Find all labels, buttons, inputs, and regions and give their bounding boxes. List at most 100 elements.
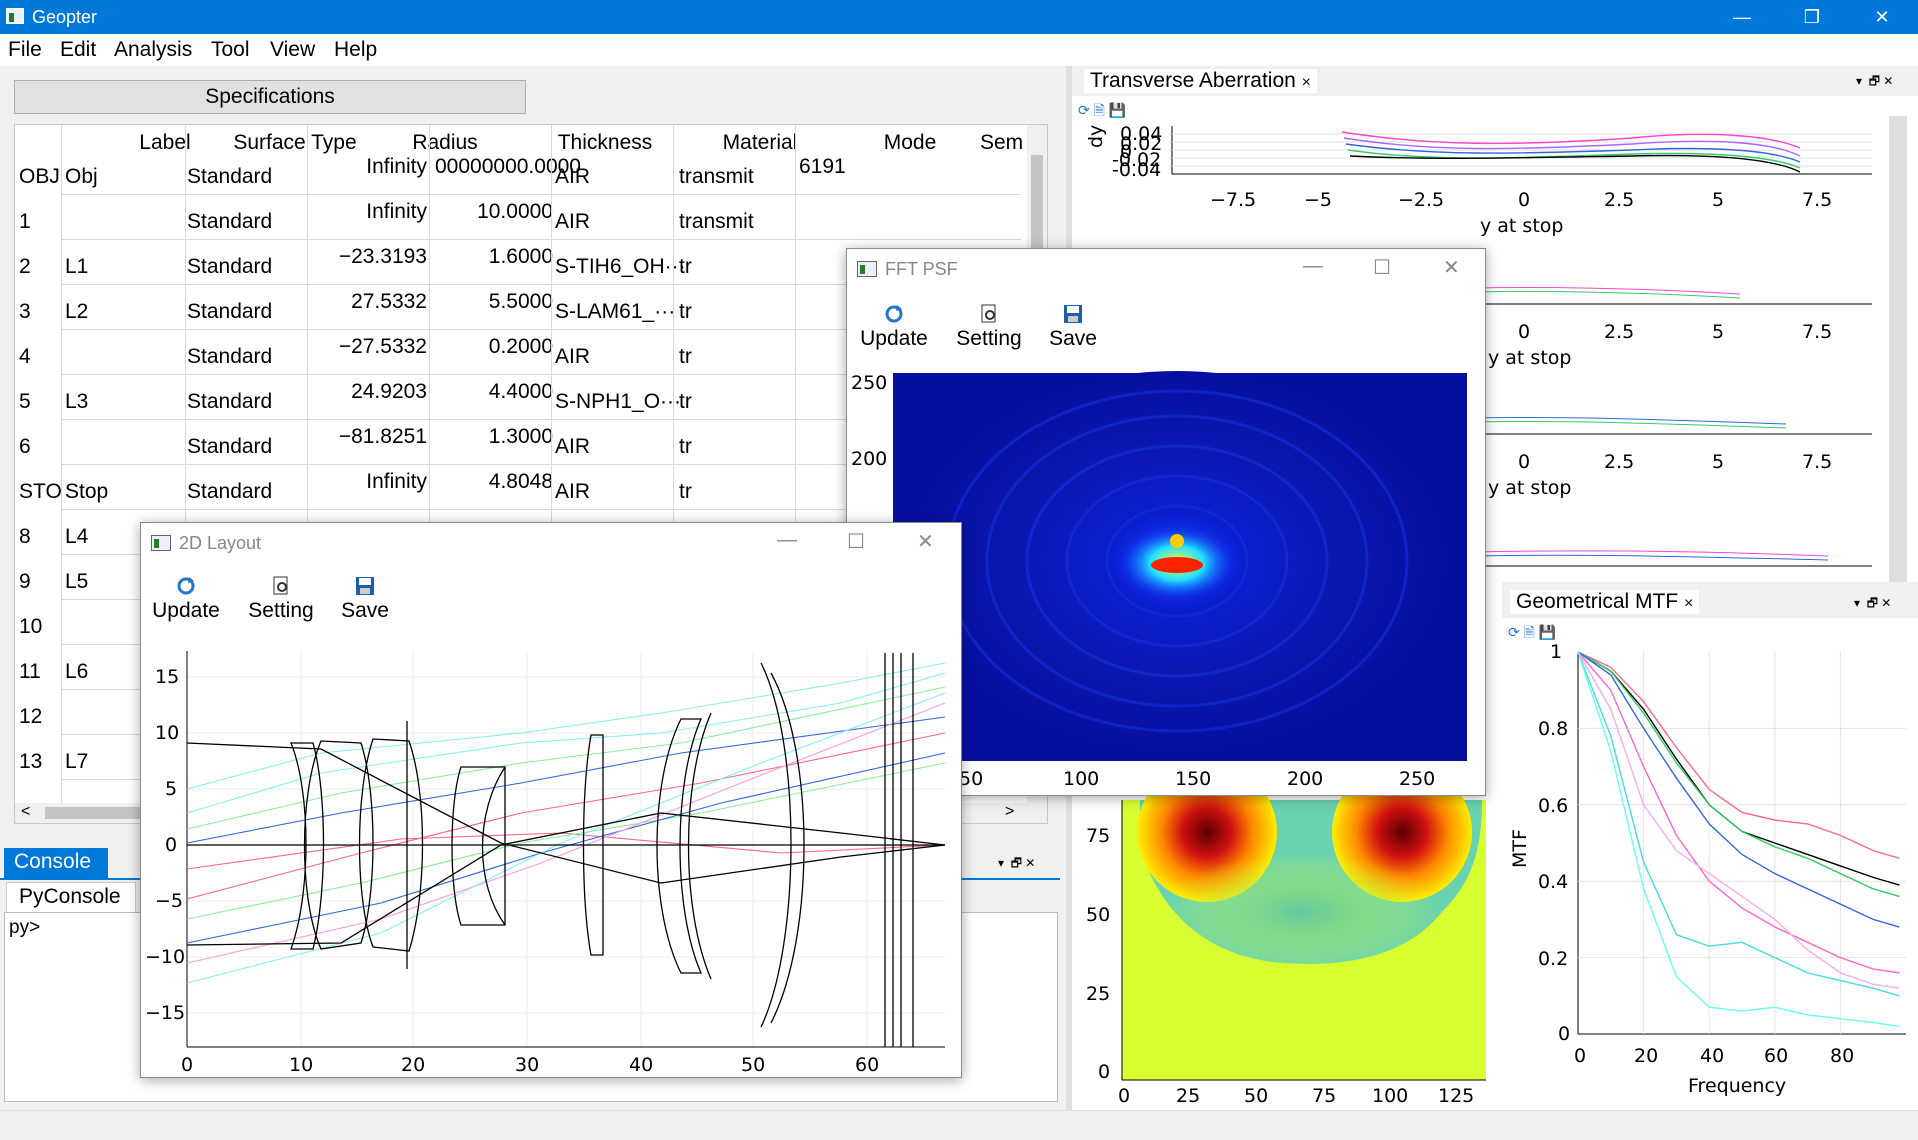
console-tab[interactable]: Console xyxy=(4,848,108,878)
cell-mode[interactable]: transmit xyxy=(679,165,754,188)
cell-type[interactable]: Standard xyxy=(187,480,273,503)
cell-material[interactable]: AIR xyxy=(555,480,591,503)
mtf-tab[interactable]: Geometrical MTF × xyxy=(1510,590,1700,614)
cell-material[interactable]: AIR xyxy=(555,345,591,368)
cell-thickness[interactable]: 1.6000 xyxy=(488,245,553,268)
setting-icon[interactable]: 🗎 xyxy=(1093,102,1105,118)
cell-label[interactable]: L7 xyxy=(65,750,89,773)
menu-help[interactable]: Help xyxy=(334,38,378,61)
cell-mode[interactable]: transmit xyxy=(679,210,754,233)
cell-radius[interactable]: Infinity xyxy=(366,200,427,223)
pyconsole-tab[interactable]: PyConsole xyxy=(6,882,136,912)
cell-material[interactable]: AIR xyxy=(555,165,591,188)
cell-thickness[interactable]: 5.5000 xyxy=(488,290,553,313)
cell-label[interactable]: L4 xyxy=(65,525,89,548)
cell-thickness[interactable]: 00000000.0000 xyxy=(435,155,581,178)
menu-analysis[interactable]: Analysis xyxy=(114,38,193,61)
transverse-dock-controls[interactable]: ▾ 🗗 ✕ xyxy=(1856,74,1894,88)
fft-setting-button[interactable]: Setting xyxy=(949,303,1029,351)
save-icon[interactable]: 💾 xyxy=(1108,102,1127,118)
cell-radius[interactable]: Infinity xyxy=(366,155,427,178)
cell-mode[interactable]: tr xyxy=(679,345,692,368)
mtf-series-line-6 xyxy=(1577,651,1900,997)
fft-minimize-button[interactable]: — xyxy=(1303,255,1323,277)
cell-mode[interactable]: tr xyxy=(679,300,692,323)
cell-material[interactable]: AIR xyxy=(555,435,591,458)
cell-semi[interactable]: 6191 xyxy=(799,155,846,178)
mtf-save-icon[interactable]: 💾 xyxy=(1538,624,1557,640)
layout-minimize-button[interactable]: — xyxy=(777,529,797,551)
cell-type[interactable]: Standard xyxy=(187,435,273,458)
mtf-close-icon[interactable]: × xyxy=(1684,595,1694,612)
console-dock-controls[interactable]: ▾ 🗗 ✕ xyxy=(998,856,1036,870)
layout-update-button[interactable]: Update xyxy=(151,575,221,623)
col-thickness[interactable]: Thickness xyxy=(557,131,653,154)
minimize-button[interactable]: — xyxy=(1733,7,1751,27)
layout-maximize-button[interactable]: ☐ xyxy=(847,531,865,553)
cell-radius[interactable]: −27.5332 xyxy=(338,335,427,358)
cell-type[interactable]: Standard xyxy=(187,345,273,368)
cell-label[interactable]: L5 xyxy=(65,570,89,593)
cell-thickness[interactable]: 10.0000 xyxy=(477,200,553,223)
cell-mode[interactable]: tr xyxy=(679,435,692,458)
cell-radius[interactable]: −23.3193 xyxy=(338,245,427,268)
col-material[interactable]: Material xyxy=(722,131,798,154)
cell-mode[interactable]: tr xyxy=(679,255,692,278)
cell-material[interactable]: S-NPH1_O··· xyxy=(555,390,682,413)
mtf-setting-icon[interactable]: 🗎 xyxy=(1523,624,1535,640)
cell-radius[interactable]: 24.9203 xyxy=(351,380,427,403)
cell-label[interactable]: Obj xyxy=(65,165,98,188)
restore-button[interactable]: ❐ xyxy=(1803,7,1821,27)
cell-radius[interactable]: 27.5332 xyxy=(351,290,427,313)
cell-type[interactable]: Standard xyxy=(187,255,273,278)
cell-material[interactable]: AIR xyxy=(555,210,591,233)
cell-label[interactable]: L3 xyxy=(65,390,89,413)
col-label[interactable]: Label xyxy=(139,131,191,154)
specifications-button[interactable]: Specifications xyxy=(14,80,526,114)
cell-thickness[interactable]: 1.3000 xyxy=(488,425,553,448)
cell-thickness[interactable]: 4.8048 xyxy=(488,470,553,493)
cell-thickness[interactable]: 0.2000 xyxy=(488,335,553,358)
menu-tool[interactable]: Tool xyxy=(211,38,250,61)
cell-type[interactable]: Standard xyxy=(187,210,273,233)
fft-save-button[interactable]: Save xyxy=(1043,303,1103,351)
cell-material[interactable]: S-TIH6_OH··· xyxy=(555,255,686,278)
layout-setting-button[interactable]: Setting xyxy=(241,575,321,623)
scroll-left-icon[interactable]: < xyxy=(21,803,31,820)
menu-edit[interactable]: Edit xyxy=(60,38,97,61)
mtf-dock-controls[interactable]: ▾ 🗗 ✕ xyxy=(1854,596,1892,610)
col-surface-type[interactable]: Surface Type xyxy=(233,131,357,154)
cell-radius[interactable]: Infinity xyxy=(366,470,427,493)
transverse-tab[interactable]: Transverse Aberration × xyxy=(1084,69,1318,93)
close-button[interactable]: ✕ xyxy=(1874,7,1890,27)
fft-psf-window[interactable]: FFT PSF — ☐ ✕ Update Setting Save xyxy=(846,248,1486,796)
cell-mode[interactable]: tr xyxy=(679,480,692,503)
cell-label[interactable]: L2 xyxy=(65,300,89,323)
transverse-close-icon[interactable]: × xyxy=(1301,74,1312,91)
cell-mode[interactable]: tr xyxy=(679,390,692,413)
menu-view[interactable]: View xyxy=(270,38,316,61)
scroll-right-icon[interactable]: > xyxy=(1005,803,1015,820)
layout-2d-window[interactable]: 2D Layout — ☐ ✕ Update Setting Save xyxy=(140,522,962,1078)
col-mode[interactable]: Mode xyxy=(883,131,937,154)
cell-label[interactable]: L6 xyxy=(65,660,89,683)
cell-type[interactable]: Standard xyxy=(187,390,273,413)
cell-type[interactable]: Standard xyxy=(187,165,273,188)
layout-close-button[interactable]: ✕ xyxy=(917,531,934,553)
cell-label[interactable]: L1 xyxy=(65,255,89,278)
col-radius[interactable]: Radius xyxy=(412,131,478,154)
cell-label[interactable]: Stop xyxy=(65,480,109,503)
fft-close-button[interactable]: ✕ xyxy=(1443,257,1460,279)
refresh-icon[interactable]: ⟳ xyxy=(1078,102,1090,118)
cell-material[interactable]: S-LAM61_··· xyxy=(555,300,676,323)
menu-file[interactable]: File xyxy=(8,38,42,61)
col-semi[interactable]: Sem xyxy=(980,131,1024,154)
wavefront-lobe-bottom xyxy=(1162,852,1442,972)
mtf-refresh-icon[interactable]: ⟳ xyxy=(1508,624,1520,640)
cell-radius[interactable]: −81.8251 xyxy=(338,425,427,448)
fft-maximize-button[interactable]: ☐ xyxy=(1373,257,1391,279)
layout-save-button[interactable]: Save xyxy=(335,575,395,623)
cell-type[interactable]: Standard xyxy=(187,300,273,323)
cell-thickness[interactable]: 4.4000 xyxy=(488,380,553,403)
fft-update-button[interactable]: Update xyxy=(859,303,929,351)
